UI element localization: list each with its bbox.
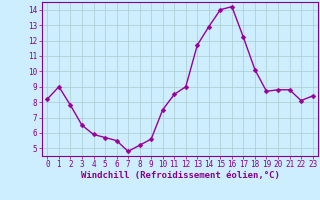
X-axis label: Windchill (Refroidissement éolien,°C): Windchill (Refroidissement éolien,°C) xyxy=(81,171,279,180)
